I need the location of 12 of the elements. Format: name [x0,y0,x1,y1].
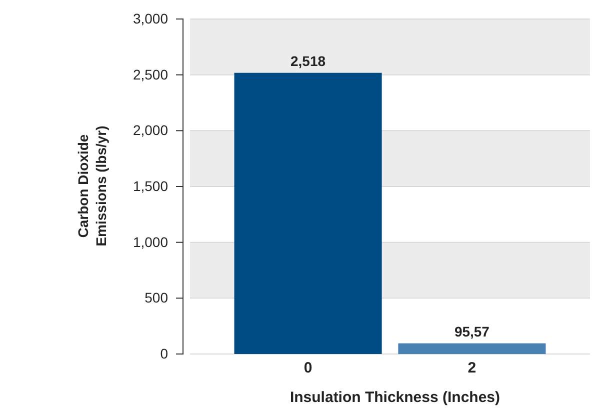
data-label: 2,518 [290,52,326,69]
y-tick-label: 2,000 [132,122,168,138]
y-tick-label: 1,500 [132,178,168,194]
data-label: 95,57 [454,323,490,340]
y-tick-label: 1,000 [132,234,168,250]
x-tick-label: 2 [468,360,476,377]
y-tick-label: 2,500 [132,66,168,82]
y-tick-label: 0 [160,345,168,362]
x-axis-title: Insulation Thickness (Inches) [290,389,500,406]
y-tick-label: 3,000 [132,10,168,26]
y-tick-label: 500 [144,290,168,306]
y-axis-title: Carbon Dioxide Emissions (lbs/yr) [75,126,109,246]
